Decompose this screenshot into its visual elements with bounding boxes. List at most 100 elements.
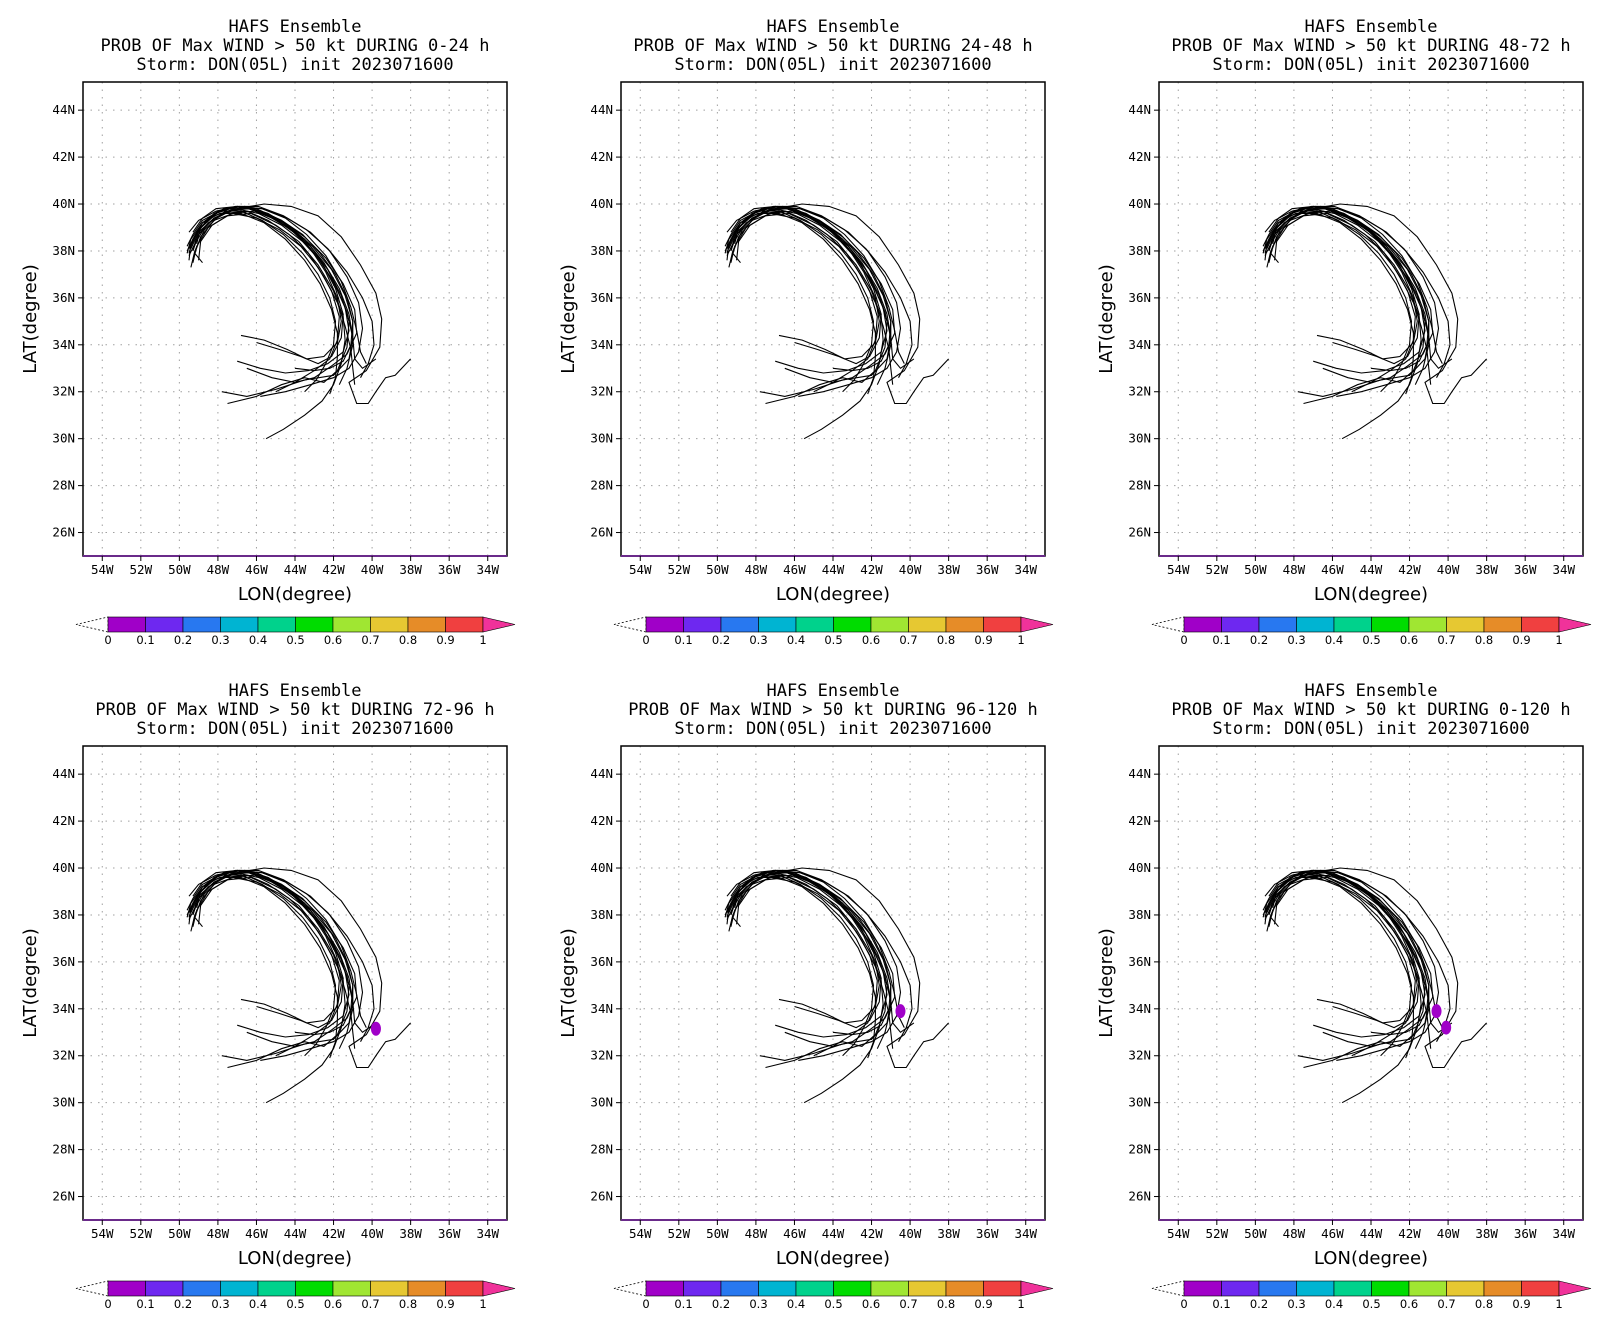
probability-region: [370, 1021, 381, 1036]
y-tick-label: 26N: [590, 525, 613, 540]
ensemble-track: [188, 869, 354, 1049]
ensemble-track: [1264, 872, 1426, 1038]
ensemble-track: [728, 867, 950, 1069]
x-axis-label: LON(degree): [776, 1248, 890, 1269]
y-axis-label: LAT(degree): [1096, 928, 1117, 1037]
x-tick-label: 44W: [822, 1226, 845, 1241]
x-tick-label: 36W: [1514, 1226, 1537, 1241]
ensemble-track: [1268, 210, 1432, 385]
y-tick-label: 40N: [52, 860, 75, 875]
x-tick-label: 54W: [629, 562, 652, 577]
x-tick-label: 42W: [860, 562, 883, 577]
colorbar-tick-label: 0.7: [361, 633, 379, 647]
colorbar-under-arrow: [75, 1280, 109, 1297]
panel-title-line1: HAFS Ensemble: [228, 681, 361, 701]
y-tick-label: 44N: [1128, 102, 1151, 117]
ensemble-track: [1262, 874, 1413, 1057]
panel-title-line1: HAFS Ensemble: [766, 17, 899, 37]
colorbar-tick-label: 0.4: [1325, 1297, 1343, 1311]
colorbar-segment: [332, 1280, 371, 1297]
y-tick-label: 34N: [52, 1001, 75, 1016]
y-tick-label: 26N: [52, 525, 75, 540]
colorbar-segment: [870, 616, 909, 633]
y-tick-label: 42N: [590, 813, 613, 828]
colorbar-tick-label: 0.7: [899, 1297, 917, 1311]
colorbar-tick-label: 0: [104, 633, 111, 647]
colorbar-tick-label: 0.6: [324, 1297, 342, 1311]
colorbar-segment: [1333, 1280, 1372, 1297]
x-tick-label: 48W: [207, 1226, 230, 1241]
colorbar-segment: [182, 1280, 221, 1297]
x-tick-label: 36W: [438, 562, 461, 577]
x-tick-label: 42W: [1398, 562, 1421, 577]
y-tick-label: 26N: [52, 1189, 75, 1204]
colorbar-segment: [445, 616, 484, 633]
colorbar-tick-label: 0.1: [136, 633, 154, 647]
colorbar-tick-label: 0.5: [824, 1297, 842, 1311]
colorbar-segment: [332, 616, 371, 633]
colorbar-tick-label: 0.8: [399, 1297, 417, 1311]
colorbar-segment: [257, 1280, 296, 1297]
y-tick-label: 36N: [52, 954, 75, 969]
ensemble-track: [1268, 205, 1430, 372]
colorbar-tick-label: 0: [1180, 633, 1187, 647]
colorbar-segment: [795, 616, 834, 633]
colorbar-tick-label: 1: [1017, 633, 1024, 647]
probability-region: [895, 1004, 906, 1019]
panel-title-product: PROB OF Max WIND > 50 kt DURING 0-24 h: [101, 36, 490, 56]
x-tick-label: 44W: [1360, 1226, 1383, 1241]
y-tick-label: 34N: [590, 337, 613, 352]
colorbar-tick-label: 0.2: [174, 1297, 192, 1311]
plot-frame: [82, 745, 508, 1221]
colorbar-segment: [1333, 616, 1372, 633]
ensemble-track: [1268, 212, 1422, 440]
panel-title-storm: Storm: DON(05L) init 2023071600: [136, 719, 453, 739]
colorbar-segment: [908, 616, 947, 633]
y-tick-label: 44N: [590, 102, 613, 117]
colorbar-tick-label: 0.9: [974, 633, 992, 647]
y-tick-label: 36N: [590, 290, 613, 305]
x-tick-label: 36W: [976, 1226, 999, 1241]
ensemble-track: [1266, 872, 1420, 1029]
y-tick-label: 34N: [1128, 337, 1151, 352]
x-tick-label: 44W: [1360, 562, 1383, 577]
probability-region: [1441, 1020, 1452, 1035]
x-axis-label: LON(degree): [776, 584, 890, 605]
y-tick-label: 32N: [52, 1048, 75, 1063]
plot-frame: [1158, 81, 1584, 557]
colorbar-segment: [945, 1280, 984, 1297]
colorbar-tick-label: 0: [642, 633, 649, 647]
x-tick-label: 46W: [245, 562, 268, 577]
colorbar-segment: [1371, 1280, 1410, 1297]
colorbar-tick-label: 1: [1555, 1297, 1562, 1311]
ensemble-track: [1266, 867, 1488, 1069]
colorbar-tick-label: 0: [642, 1297, 649, 1311]
colorbar-segment: [107, 1280, 146, 1297]
ensemble-track: [190, 867, 412, 1069]
ensemble-track: [726, 869, 915, 1034]
y-tick-label: 36N: [1128, 954, 1151, 969]
x-tick-label: 54W: [91, 562, 114, 577]
x-tick-label: 52W: [1206, 562, 1229, 577]
ensemble-track: [186, 205, 350, 405]
colorbar-tick-label: 0.3: [211, 1297, 229, 1311]
x-tick-label: 38W: [399, 1226, 422, 1241]
panel-title-line1: HAFS Ensemble: [766, 681, 899, 701]
colorbar-over-arrow: [1020, 1280, 1054, 1297]
colorbar-segment: [795, 1280, 834, 1297]
x-tick-label: 36W: [1514, 562, 1537, 577]
ensemble-track: [1262, 210, 1413, 393]
y-tick-label: 28N: [1128, 1142, 1151, 1157]
x-tick-label: 36W: [976, 562, 999, 577]
colorbar-tick-label: 0.6: [1400, 633, 1418, 647]
colorbar-tick-label: 1: [1017, 1297, 1024, 1311]
ensemble-track: [726, 205, 892, 385]
y-tick-label: 40N: [52, 196, 75, 211]
colorbar-tick-label: 1: [479, 1297, 486, 1311]
colorbar-segment: [220, 1280, 259, 1297]
colorbar-tick-label: 0.5: [1362, 633, 1380, 647]
x-tick-label: 46W: [783, 1226, 806, 1241]
